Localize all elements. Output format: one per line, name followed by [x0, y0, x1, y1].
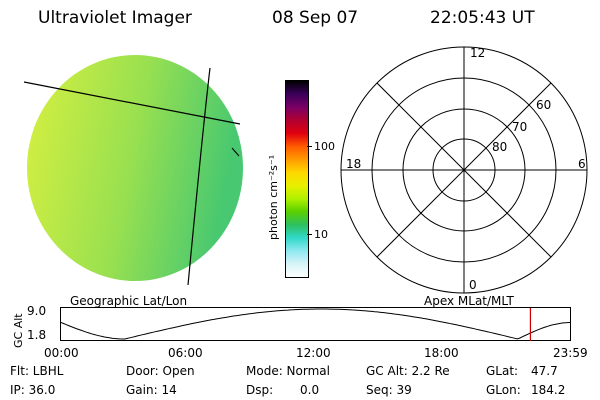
xtick-0600: 06:00 — [168, 346, 203, 360]
colorbar — [285, 80, 309, 278]
mlt-label-0: 0 — [469, 278, 477, 292]
polar-plot — [340, 46, 588, 294]
alt-ylabel: GC Alt — [12, 313, 25, 348]
image-label: Geographic Lat/Lon — [70, 294, 188, 308]
alt-ymin: 1.8 — [27, 328, 47, 342]
mlt-label-6: 6 — [578, 157, 586, 171]
colorbar-unit-label: photon cm⁻²s⁻¹ — [267, 154, 280, 240]
earth-disc — [27, 55, 243, 281]
status-ip: IP: 36.0 — [10, 383, 56, 397]
mlt-label-18: 18 — [346, 157, 362, 171]
colorbar-tick-100 — [307, 146, 312, 147]
status-mode: Mode: Normal — [246, 364, 330, 378]
instrument-title: Ultraviolet Imager — [38, 8, 192, 28]
altitude-curve — [60, 308, 571, 340]
status-dsp-label: Dsp: — [246, 383, 274, 397]
status-dsp-value: 0.0 — [300, 383, 320, 397]
xtick-1200: 12:00 — [296, 346, 331, 360]
status-door: Door: Open — [126, 364, 195, 378]
polar-diag-2 — [376, 82, 552, 258]
status-filter: Flt: LBHL — [10, 364, 64, 378]
lat-label-80: 80 — [492, 140, 508, 154]
mlt-label-12: 12 — [470, 46, 486, 60]
alt-ymax: 9.0 — [27, 304, 47, 318]
grid-line-lon — [187, 67, 211, 286]
lat-label-70: 70 — [512, 120, 528, 134]
altitude-plot — [60, 307, 571, 341]
xtick-0000: 00:00 — [44, 346, 79, 360]
status-glat-value: 47.7 — [531, 364, 558, 378]
xtick-2359: 23:59 — [553, 346, 588, 360]
status-gain: Gain: 14 — [126, 383, 177, 397]
status-seq: Seq: 39 — [366, 383, 412, 397]
status-gc-alt: GC Alt: 2.2 Re — [366, 364, 450, 378]
polar-label: Apex MLat/MLT — [424, 294, 514, 308]
lat-label-60: 60 — [536, 98, 552, 112]
status-glon-label: GLon: — [486, 383, 521, 397]
grid-line-tick — [231, 147, 240, 157]
colorbar-label-10: 10 — [314, 228, 328, 241]
colorbar-gradient — [286, 81, 308, 277]
colorbar-label-100: 100 — [314, 140, 335, 153]
date-label: 08 Sep 07 — [272, 8, 359, 28]
colorbar-tick-10 — [307, 234, 312, 235]
time-label: 22:05:43 UT — [430, 8, 535, 28]
xtick-1800: 18:00 — [424, 346, 459, 360]
status-glat-label: GLat: — [486, 364, 519, 378]
alt-frame — [60, 307, 571, 341]
status-glon-value: 184.2 — [531, 383, 566, 397]
uv-image — [23, 55, 243, 286]
